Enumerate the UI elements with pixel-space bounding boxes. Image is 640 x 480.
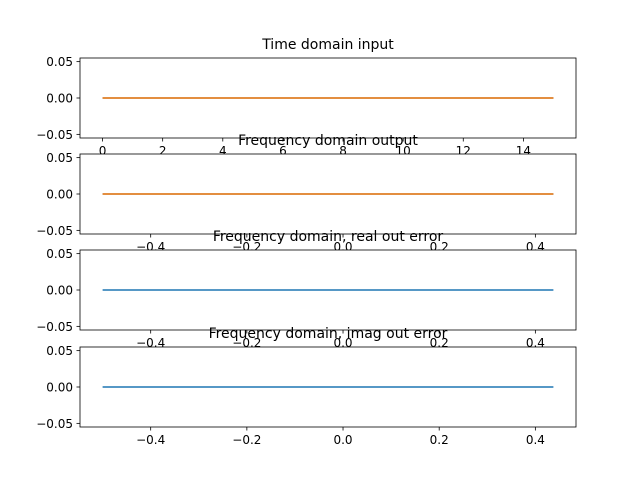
x-tick-label: 8 — [339, 144, 347, 158]
x-tick-label: 4 — [219, 144, 227, 158]
y-tick-label: −0.05 — [36, 224, 73, 238]
y-tick-label: 0.05 — [46, 344, 73, 358]
y-tick-label: 0.05 — [46, 247, 73, 261]
y-tick-label: −0.05 — [36, 417, 73, 431]
x-tick-label: −0.2 — [232, 336, 261, 350]
y-tick-label: 0.00 — [46, 92, 73, 106]
x-tick-label: 0.0 — [333, 433, 352, 447]
y-tick-label: −0.05 — [36, 128, 73, 142]
y-tick-label: 0.00 — [46, 188, 73, 202]
x-tick-label: 0.4 — [526, 433, 545, 447]
subplot-title: Frequency domain, real out error — [213, 229, 444, 245]
y-tick-label: −0.05 — [36, 320, 73, 334]
x-tick-label: −0.2 — [232, 433, 261, 447]
x-tick-label: 0.2 — [430, 433, 449, 447]
subplot-title: Time domain input — [261, 37, 394, 53]
y-tick-label: 0.05 — [46, 55, 73, 69]
subplot-title: Frequency domain, imag out error — [209, 326, 448, 342]
subplot-3: −0.4 −0.2 0.0 0.2 0.4 0.05 0.00 −0.05 Frequency … — [36, 229, 577, 350]
y-tick-label: 0.00 — [46, 381, 73, 395]
y-tick-label: 0.05 — [46, 151, 73, 165]
x-tick-label: 0.2 — [430, 336, 449, 350]
x-tick-label: 0.4 — [526, 336, 545, 350]
x-tick-label: −0.4 — [136, 433, 165, 447]
x-tick-label: 6 — [279, 144, 287, 158]
x-tick-label: 0 — [99, 144, 107, 158]
y-tick-label: 0.00 — [46, 284, 73, 298]
subplot-title: Frequency domain output — [238, 133, 418, 149]
x-tick-label: −0.4 — [136, 336, 165, 350]
subplot-4: −0.4 −0.2 0.0 0.2 0.4 0.05 0.00 −0.05 Frequency … — [36, 326, 577, 447]
x-tick-label: 0.0 — [333, 336, 352, 350]
x-tick-label: 2 — [159, 144, 167, 158]
